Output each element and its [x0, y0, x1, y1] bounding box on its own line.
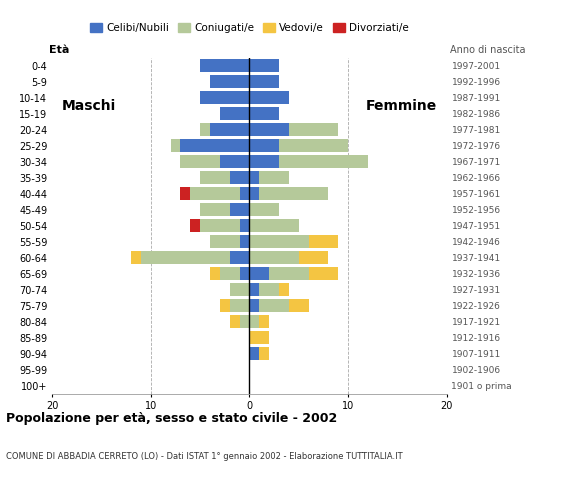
Bar	[230, 300, 249, 312]
Bar	[249, 156, 279, 168]
Bar	[240, 267, 249, 280]
Bar	[249, 123, 289, 136]
Bar	[141, 252, 230, 264]
Bar	[259, 315, 269, 328]
Bar	[230, 204, 249, 216]
Bar	[309, 267, 338, 280]
Bar	[131, 252, 141, 264]
Bar	[249, 252, 299, 264]
Bar	[249, 60, 279, 72]
Bar	[249, 187, 259, 200]
Bar	[200, 60, 249, 72]
Bar	[279, 283, 289, 296]
Bar	[180, 139, 249, 152]
Bar	[220, 300, 230, 312]
Text: COMUNE DI ABBADIA CERRETO (LO) - Dati ISTAT 1° gennaio 2002 - Elaborazione TUTTI: COMUNE DI ABBADIA CERRETO (LO) - Dati IS…	[6, 452, 403, 461]
Bar	[190, 187, 240, 200]
Bar	[190, 219, 200, 232]
Bar	[259, 187, 328, 200]
Bar	[249, 219, 299, 232]
Bar	[200, 204, 230, 216]
Bar	[279, 139, 348, 152]
Text: Anno di nascita: Anno di nascita	[450, 45, 525, 55]
Bar	[249, 348, 259, 360]
Bar	[210, 235, 240, 248]
Bar	[259, 348, 269, 360]
Bar	[200, 171, 230, 184]
Bar	[240, 187, 249, 200]
Bar	[249, 108, 279, 120]
Bar	[240, 219, 249, 232]
Bar	[249, 91, 289, 104]
Bar	[249, 204, 279, 216]
Bar	[210, 267, 220, 280]
Bar	[289, 123, 338, 136]
Bar	[240, 315, 249, 328]
Bar	[230, 315, 240, 328]
Bar	[200, 91, 249, 104]
Bar	[299, 252, 328, 264]
Bar	[220, 108, 249, 120]
Bar	[249, 235, 309, 248]
Bar	[259, 300, 289, 312]
Bar	[249, 331, 269, 344]
Bar	[249, 267, 269, 280]
Bar	[220, 156, 249, 168]
Bar	[200, 219, 240, 232]
Bar	[249, 283, 259, 296]
Bar	[230, 283, 249, 296]
Bar	[180, 156, 220, 168]
Text: Popolazione per età, sesso e stato civile - 2002: Popolazione per età, sesso e stato civil…	[6, 412, 337, 425]
Bar	[249, 300, 259, 312]
Bar	[180, 187, 190, 200]
Bar	[230, 252, 249, 264]
Text: Età: Età	[49, 45, 70, 55]
Bar	[269, 267, 309, 280]
Bar	[220, 267, 240, 280]
Bar	[200, 123, 210, 136]
Bar	[210, 123, 249, 136]
Bar	[171, 139, 180, 152]
Bar	[309, 235, 338, 248]
Bar	[230, 171, 249, 184]
Bar	[259, 283, 279, 296]
Bar	[249, 315, 259, 328]
Text: Femmine: Femmine	[365, 98, 437, 113]
Bar	[210, 75, 249, 88]
Bar	[249, 75, 279, 88]
Bar	[240, 235, 249, 248]
Text: Maschi: Maschi	[62, 98, 117, 113]
Legend: Celibi/Nubili, Coniugati/e, Vedovi/e, Divorziati/e: Celibi/Nubili, Coniugati/e, Vedovi/e, Di…	[86, 19, 413, 37]
Bar	[289, 300, 309, 312]
Bar	[279, 156, 368, 168]
Bar	[259, 171, 289, 184]
Bar	[249, 139, 279, 152]
Bar	[249, 171, 259, 184]
